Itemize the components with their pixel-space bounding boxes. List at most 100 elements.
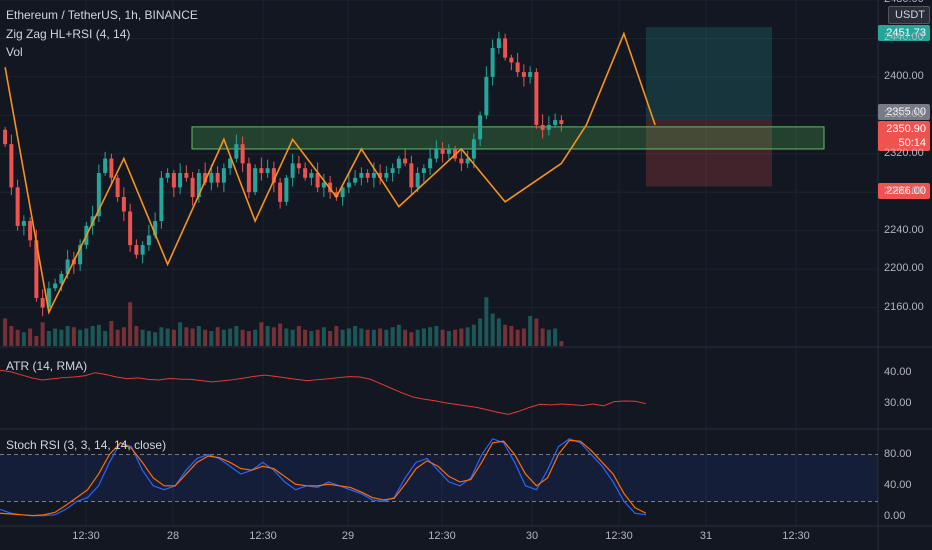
volume-bar — [234, 326, 239, 346]
volume-bar — [528, 316, 533, 346]
y-tick-label: 30.00 — [884, 396, 912, 409]
last-price: 2350.90 — [886, 123, 926, 135]
volume-bar — [78, 329, 83, 346]
candle — [440, 148, 445, 154]
y-tick-label: 40.00 — [884, 478, 912, 491]
symbol-title: Ethereum / TetherUS, 1h, BINANCE — [6, 8, 198, 22]
candle — [390, 168, 395, 173]
volume-bar — [196, 326, 201, 346]
volume-bar — [253, 329, 258, 346]
candle — [178, 173, 183, 188]
volume-bar — [490, 313, 495, 346]
candle — [59, 273, 64, 284]
candle — [403, 158, 408, 164]
zigzag-legend: Zig Zag HL+RSI (4, 14) — [6, 27, 131, 41]
candle — [46, 288, 51, 308]
candle — [34, 240, 39, 298]
volume-bar — [509, 326, 514, 346]
volume-bar — [46, 331, 51, 346]
candle — [109, 158, 114, 178]
candle — [28, 221, 33, 241]
candle — [428, 158, 433, 169]
candle — [146, 235, 151, 246]
volume-bars — [3, 297, 564, 346]
volume-bar — [471, 324, 476, 346]
volume-bar — [321, 327, 326, 346]
stoch-pane — [0, 438, 878, 517]
volume-bar — [346, 328, 351, 346]
currency-button[interactable]: USDT — [888, 6, 930, 24]
candle — [303, 168, 308, 178]
candle — [121, 197, 126, 212]
volume-bar — [3, 318, 8, 346]
candle — [203, 173, 208, 183]
candle — [503, 38, 508, 58]
atr-line — [0, 369, 647, 415]
candle — [15, 187, 20, 226]
volume-bar — [9, 326, 14, 346]
volume-bar — [328, 331, 333, 346]
volume-bar — [96, 324, 101, 346]
candle — [3, 129, 8, 145]
volume-bar — [265, 326, 270, 346]
x-tick-label: 12:30 — [428, 530, 456, 542]
candle — [53, 283, 58, 289]
volume-bar — [140, 329, 145, 346]
candle — [259, 168, 264, 173]
candle — [215, 173, 220, 183]
candle — [21, 221, 26, 226]
candle — [153, 221, 158, 236]
volume-bar — [190, 328, 195, 346]
candle — [346, 182, 351, 188]
candle — [365, 173, 370, 178]
candle — [65, 259, 70, 274]
candle — [465, 158, 470, 164]
candle — [40, 297, 45, 308]
candle — [296, 163, 301, 169]
position-tool[interactable] — [646, 27, 772, 187]
volume-bar — [278, 323, 283, 346]
volume-bar — [53, 328, 58, 346]
candle — [309, 173, 314, 178]
volume-bar — [153, 332, 158, 346]
candle — [321, 182, 326, 188]
volume-bar — [40, 322, 45, 346]
volume-bar — [284, 328, 289, 346]
candle — [409, 163, 414, 188]
volume-bar — [309, 331, 314, 346]
x-tick-label: 12:30 — [249, 530, 277, 542]
volume-bar — [184, 327, 189, 346]
volume-bar — [171, 329, 176, 346]
volume-legend: Vol — [6, 45, 23, 59]
stoch-legend: Stoch RSI (3, 3, 14, 14, close) — [6, 438, 167, 452]
stoch-band-fill — [0, 454, 878, 502]
candles — [3, 31, 564, 317]
candle — [559, 120, 564, 124]
volume-bar — [353, 326, 358, 346]
volume-bar — [540, 328, 545, 346]
candle — [528, 72, 533, 77]
volume-bar — [440, 329, 445, 346]
volume-bar — [496, 318, 501, 346]
volume-bar — [421, 328, 426, 346]
y-tick-label: 2160.00 — [884, 300, 924, 313]
support-resistance-zone[interactable] — [191, 126, 825, 150]
volume-bar — [453, 329, 458, 346]
candle — [521, 72, 526, 77]
candle — [471, 139, 476, 159]
candle — [271, 168, 276, 183]
volume-bar — [209, 331, 214, 346]
candle — [359, 173, 364, 178]
candle — [209, 173, 214, 183]
y-tick-label: 2440.00 — [884, 31, 924, 44]
volume-bar — [315, 329, 320, 346]
volume-bar — [465, 327, 470, 346]
candle — [478, 115, 483, 140]
candle — [353, 177, 358, 183]
volume-bar — [259, 322, 264, 346]
volume-bar — [403, 329, 408, 346]
volume-bar — [215, 327, 220, 346]
candle — [378, 173, 383, 178]
candle — [384, 173, 389, 178]
